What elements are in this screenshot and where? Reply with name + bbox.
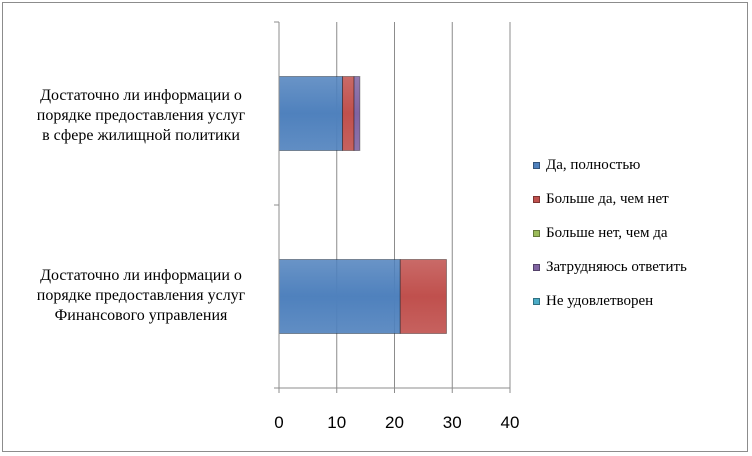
legend-item: Больше да, чем нет <box>533 182 739 216</box>
bar-segment <box>399 259 447 334</box>
x-tick-label: 0 <box>274 413 283 432</box>
bar-segment <box>342 76 355 151</box>
legend-swatch-icon <box>533 263 540 271</box>
legend-item: Да, полностью <box>533 148 739 182</box>
x-tick-label: 10 <box>327 413 346 432</box>
category-label-finance: Достаточно ли информации о порядке предо… <box>36 267 246 324</box>
legend-label: Больше да, чем нет <box>546 190 669 207</box>
legend-item: Больше нет, чем да <box>533 216 739 250</box>
legend-label: Затрудняюсь ответить <box>546 258 687 275</box>
category-label-housing: Достаточно ли информации о порядке предо… <box>36 87 246 144</box>
legend: Да, полностью Больше да, чем нет Больше … <box>533 148 739 318</box>
x-tick-label: 40 <box>501 413 520 432</box>
bars <box>278 76 447 334</box>
legend-item: Затрудняюсь ответить <box>533 250 739 284</box>
legend-swatch-icon <box>533 161 540 169</box>
legend-item: Не удовлетворен <box>533 284 739 318</box>
legend-label: Не удовлетворен <box>546 292 654 309</box>
bar-segment <box>353 76 361 151</box>
axes <box>274 21 511 393</box>
x-tick-label: 30 <box>443 413 462 432</box>
legend-label: Больше нет, чем да <box>546 224 668 241</box>
legend-swatch-icon <box>533 195 540 203</box>
legend-label: Да, полностью <box>546 156 641 173</box>
legend-swatch-icon <box>533 297 540 305</box>
bar-segment <box>278 76 344 151</box>
x-tick-labels: 0 10 20 30 40 <box>274 413 519 432</box>
x-tick-label: 20 <box>385 413 404 432</box>
legend-swatch-icon <box>533 229 540 237</box>
chart-frame <box>2 2 748 452</box>
bar-segment <box>278 259 401 334</box>
